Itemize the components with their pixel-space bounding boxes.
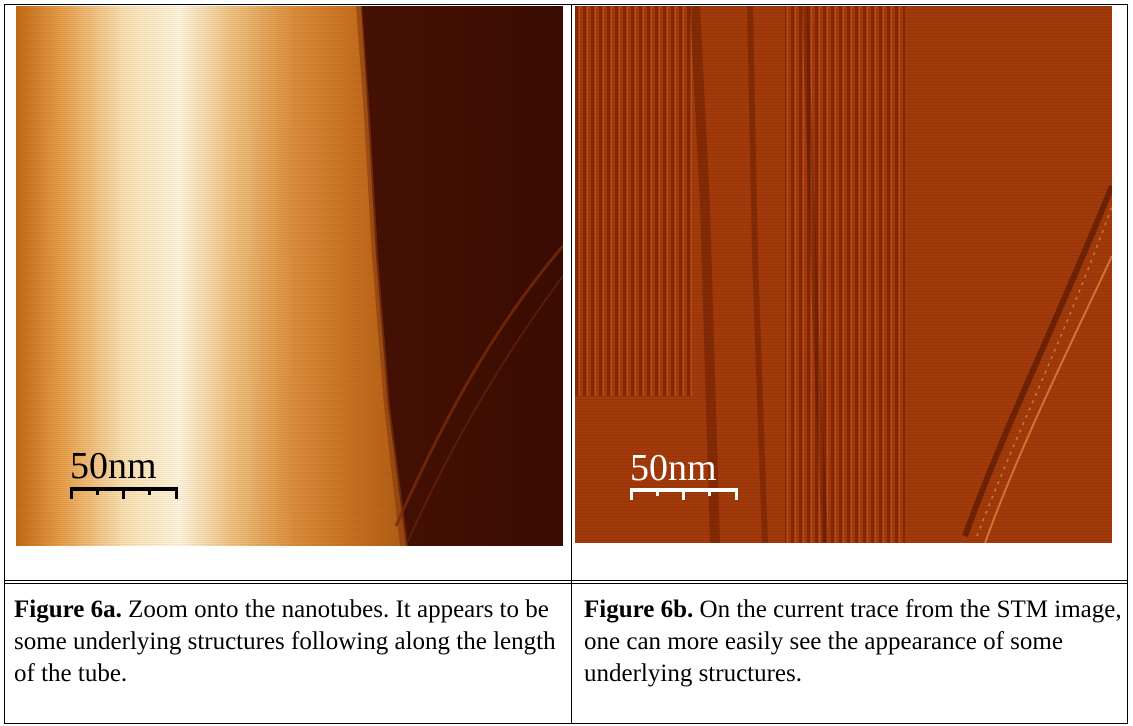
figure-6b-caption-label: Figure 6b. [584,596,694,623]
figure-6a-caption: Figure 6a. Zoom onto the nanotubes. It a… [14,594,559,690]
figure-6a-scale-bar [70,487,178,499]
figure-6b-image [575,6,1112,543]
figure-6a-scale-label: 50nm [70,445,157,487]
table-border-bottom [4,723,1128,724]
table-border-middle-2 [4,583,1128,584]
figure-6b-caption-text: On the current trace from the STM image,… [584,596,1122,687]
table-border-top [4,4,1128,5]
table-border-center [571,4,572,724]
table-border-left [4,4,5,724]
figure-table [4,4,1128,724]
figure-6a-afm-scan [16,6,563,546]
figure-6a-caption-label: Figure 6a. [14,596,122,623]
table-border-right [1127,4,1128,724]
figure-6b-caption: Figure 6b. On the current trace from the… [584,594,1124,690]
figure-6b-scale-label: 50nm [630,447,717,489]
figure-6a-caption-text: Zoom onto the nanotubes. It appears to b… [14,596,556,687]
figure-6b-scale-bar [630,488,738,500]
figure-6a-image [16,6,563,546]
figure-6b-current-trace [575,6,1112,543]
table-border-middle-1 [4,580,1128,581]
